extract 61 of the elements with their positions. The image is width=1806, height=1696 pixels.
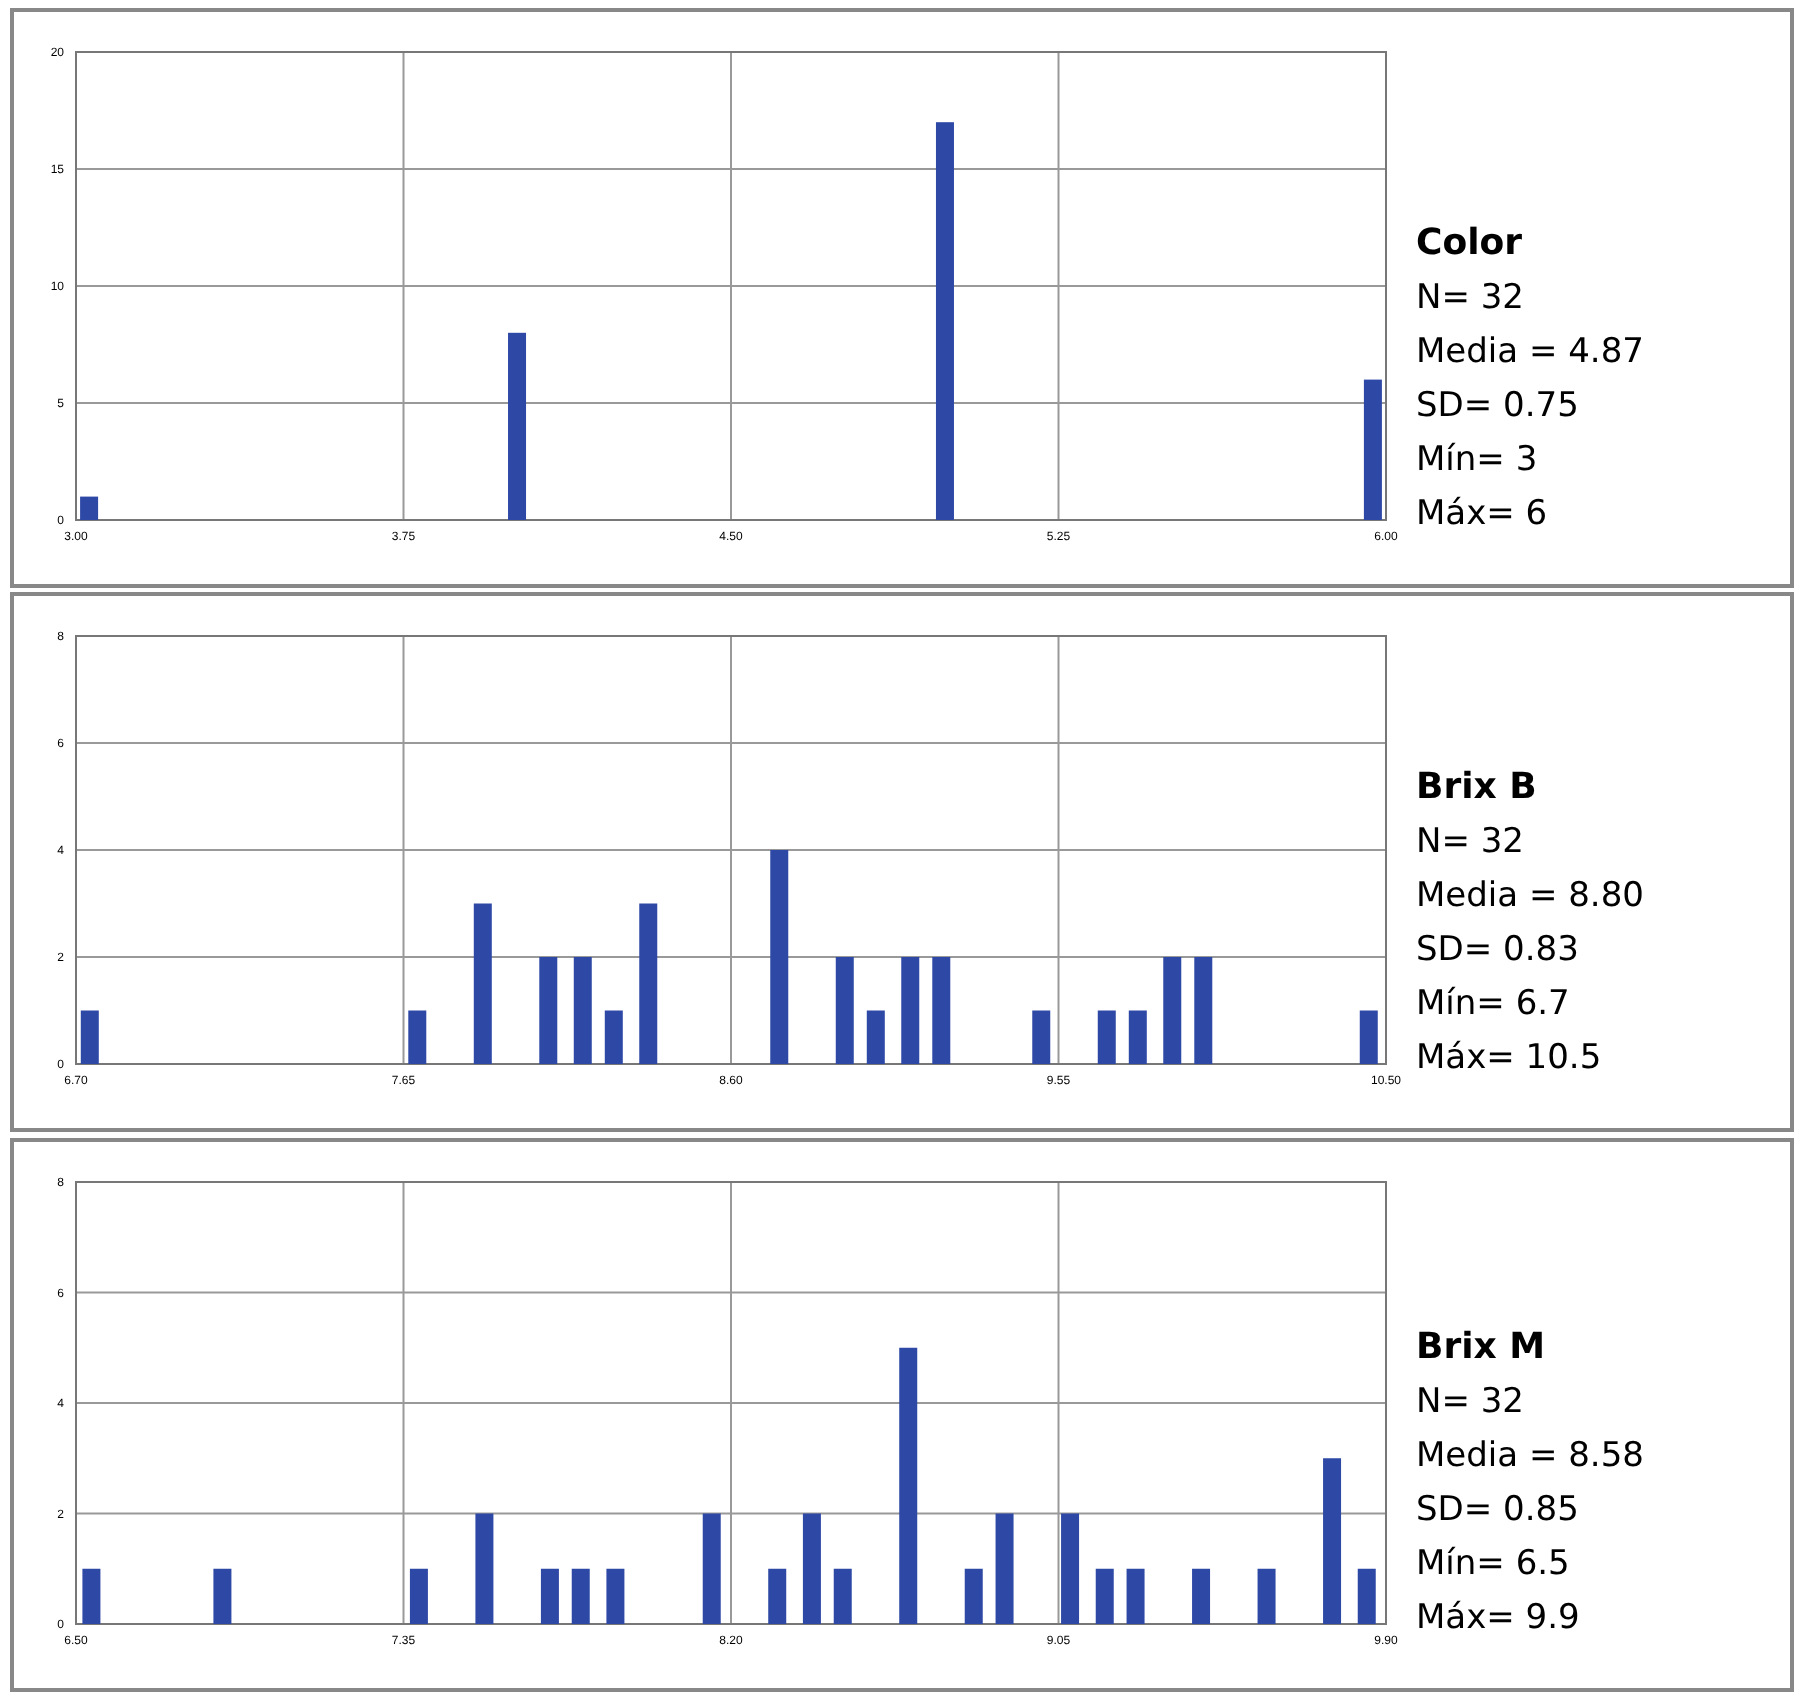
text: SD= 0.83 <box>1416 930 1579 970</box>
bar <box>702 1513 721 1624</box>
bar <box>1126 1568 1145 1624</box>
text: Color <box>1416 222 1523 264</box>
bar <box>964 1568 983 1624</box>
bar <box>1359 1010 1378 1064</box>
text: Brix B <box>1416 766 1537 808</box>
bar <box>573 957 592 1064</box>
bar <box>1061 1513 1080 1624</box>
text: Máx= 6 <box>1416 494 1548 534</box>
bar <box>1097 1010 1116 1064</box>
text: Mín= 3 <box>1416 440 1538 480</box>
bar <box>899 1347 918 1624</box>
bar <box>1363 379 1382 520</box>
bar <box>995 1513 1014 1624</box>
text: Máx= 9.9 <box>1416 1598 1580 1638</box>
text: Mín= 6.7 <box>1416 984 1570 1024</box>
bar <box>213 1568 232 1624</box>
text: N= 32 <box>1416 1382 1524 1422</box>
bar <box>866 1010 885 1064</box>
bar <box>1128 1010 1147 1064</box>
bar <box>1357 1568 1376 1624</box>
bar <box>1163 957 1182 1064</box>
text: Máx= 10.5 <box>1416 1038 1602 1078</box>
bar <box>80 1010 99 1064</box>
text: N= 32 <box>1416 822 1524 862</box>
bar <box>639 903 658 1064</box>
bar <box>508 332 527 520</box>
text: SD= 0.75 <box>1416 386 1579 426</box>
bar <box>540 1568 559 1624</box>
bar <box>409 1568 428 1624</box>
bar <box>1194 957 1213 1064</box>
bar <box>1095 1568 1114 1624</box>
text: Mín= 6.5 <box>1416 1544 1570 1584</box>
bar <box>1257 1568 1276 1624</box>
bar <box>604 1010 623 1064</box>
bar <box>473 903 492 1064</box>
text: Media = 8.58 <box>1416 1436 1644 1476</box>
text: Media = 8.80 <box>1416 876 1644 916</box>
bar <box>475 1513 494 1624</box>
text: Media = 4.87 <box>1416 332 1644 372</box>
bar <box>1323 1458 1342 1624</box>
bar <box>82 1568 101 1624</box>
bar <box>1032 1010 1051 1064</box>
bar <box>770 850 789 1064</box>
bar <box>571 1568 590 1624</box>
bar <box>408 1010 427 1064</box>
text: SD= 0.85 <box>1416 1490 1579 1530</box>
bar <box>539 957 558 1064</box>
bar <box>935 122 954 520</box>
text: N= 32 <box>1416 278 1524 318</box>
bar <box>1192 1568 1211 1624</box>
bar <box>932 957 951 1064</box>
bar <box>606 1568 625 1624</box>
bar <box>802 1513 821 1624</box>
bar <box>833 1568 852 1624</box>
bar <box>901 957 920 1064</box>
bar <box>768 1568 787 1624</box>
bar <box>835 957 854 1064</box>
bar <box>80 496 99 520</box>
text: Brix M <box>1416 1326 1546 1368</box>
